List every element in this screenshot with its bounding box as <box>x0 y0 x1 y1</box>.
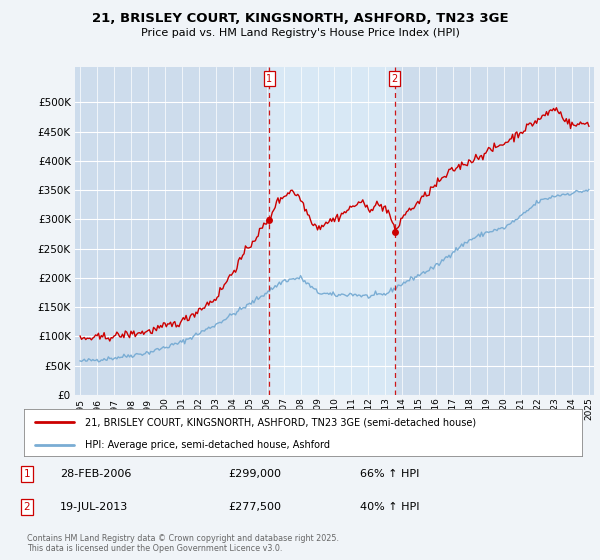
Text: 19-JUL-2013: 19-JUL-2013 <box>60 502 128 512</box>
Text: 1: 1 <box>266 74 272 83</box>
Text: 28-FEB-2006: 28-FEB-2006 <box>60 469 131 479</box>
Text: 21, BRISLEY COURT, KINGSNORTH, ASHFORD, TN23 3GE: 21, BRISLEY COURT, KINGSNORTH, ASHFORD, … <box>92 12 508 25</box>
Text: 21, BRISLEY COURT, KINGSNORTH, ASHFORD, TN23 3GE (semi-detached house): 21, BRISLEY COURT, KINGSNORTH, ASHFORD, … <box>85 417 476 427</box>
Bar <box>269 67 395 395</box>
Text: 2: 2 <box>23 502 31 512</box>
Text: 66% ↑ HPI: 66% ↑ HPI <box>360 469 419 479</box>
Text: £299,000: £299,000 <box>228 469 281 479</box>
Text: £277,500: £277,500 <box>228 502 281 512</box>
Text: Contains HM Land Registry data © Crown copyright and database right 2025.
This d: Contains HM Land Registry data © Crown c… <box>27 534 339 553</box>
Text: Price paid vs. HM Land Registry's House Price Index (HPI): Price paid vs. HM Land Registry's House … <box>140 28 460 38</box>
Text: 2: 2 <box>392 74 398 83</box>
Text: 1: 1 <box>23 469 31 479</box>
Text: HPI: Average price, semi-detached house, Ashford: HPI: Average price, semi-detached house,… <box>85 440 331 450</box>
Text: 40% ↑ HPI: 40% ↑ HPI <box>360 502 419 512</box>
